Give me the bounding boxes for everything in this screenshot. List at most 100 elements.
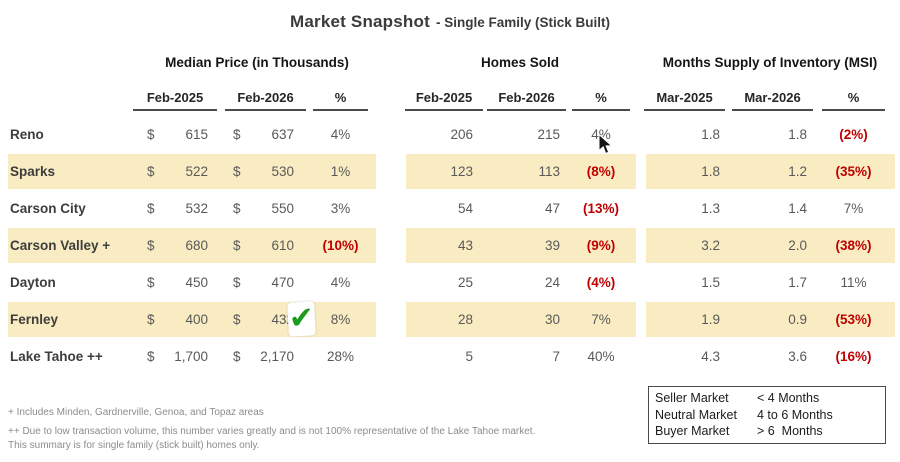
table-row: Dayton $ 450 $ 470 4% 25 24 (4%) 1.5 1.7… [0,264,900,301]
row-highlight-band [406,228,636,263]
median-price-feb2026: 637 [271,127,294,142]
footnote-lake-tahoe: ++ Due to low transaction volume, this n… [8,426,536,437]
row-highlight-band [8,154,376,189]
homes-sold-feb2025: 5 [465,349,473,364]
median-price-feb2026: 530 [271,164,294,179]
median-price-feb2025: 400 [185,312,208,327]
msi-change: (2%) [839,127,868,142]
msi-change: (16%) [835,349,872,364]
median-price-feb2026: 610 [271,238,294,253]
homes-sold-feb2026: 39 [544,238,560,253]
homes-sold-change: 40% [587,349,615,364]
table-row: Fernley $ 400 $ 432 ✔ 8% 28 30 7% 1.9 0.… [0,301,900,338]
currency-symbol: $ [233,349,241,364]
homes-sold-change: (8%) [586,164,616,179]
msi-mar2025: 1.3 [701,201,720,216]
median-price-feb2025: 532 [185,201,208,216]
currency-symbol: $ [147,349,155,364]
median-price-change: 3% [330,201,351,216]
homes-sold-feb2026: 113 [538,164,560,179]
median-price-change: 4% [330,275,351,290]
homes-sold-change: (4%) [586,275,616,290]
msi-mar2025: 3.2 [701,238,720,253]
row-label: Fernley [10,312,59,327]
msi-mar2026: 1.2 [788,164,807,179]
currency-symbol: $ [233,164,241,179]
median-price-feb2025: 522 [185,164,208,179]
footnote-summary: This summary is for single family (stick… [8,440,260,451]
median-price-feb2026: 550 [271,201,294,216]
msi-mar2025: 1.9 [701,312,720,327]
msi-change: (35%) [835,164,872,179]
column-header: Mar-2026 [732,88,813,111]
median-price-change: 28% [326,349,355,364]
green-checkmark-icon: ✔ [287,301,316,337]
column-header: % [313,88,368,111]
row-highlight-band [646,228,895,263]
homes-sold-feb2026: 7 [552,349,560,364]
homes-sold-change: (13%) [582,201,619,216]
column-header: Feb-2025 [133,88,217,111]
median-price-feb2026: 470 [271,275,294,290]
median-price-change: 8% [330,312,351,327]
title-main: Market Snapshot [289,12,430,31]
msi-mar2026: 1.7 [788,275,807,290]
row-highlight-band [8,228,376,263]
row-label: Dayton [10,275,56,290]
msi-mar2025: 1.8 [701,127,720,142]
msi-mar2026: 1.8 [788,127,807,142]
column-header: Feb-2025 [405,88,483,111]
row-label: Reno [10,127,44,142]
column-header: Mar-2025 [644,88,725,111]
homes-sold-feb2025: 54 [457,201,473,216]
currency-symbol: $ [147,164,155,179]
homes-sold-feb2026: 30 [544,312,560,327]
median-price-change: 1% [330,164,351,179]
msi-change: 11% [840,275,867,290]
row-highlight-band [646,302,895,337]
table-row: Sparks $ 522 $ 530 1% 123 113 (8%) 1.8 1… [0,153,900,190]
row-label: Sparks [10,164,56,179]
currency-symbol: $ [147,238,155,253]
msi-change: (38%) [835,238,872,253]
row-highlight-band [406,154,636,189]
homes-sold-change: 4% [591,127,611,142]
group-header-median-price: Median Price (in Thousands) [165,55,349,70]
legend-value: < 4 Months [757,391,820,405]
currency-symbol: $ [233,201,241,216]
legend-row-seller: Seller Market < 4 Months [655,390,879,407]
homes-sold-feb2025: 25 [457,275,473,290]
page-title: Market Snapshot - Single Family (Stick Bu… [0,12,900,32]
homes-sold-feb2025: 43 [457,238,473,253]
msi-legend-box: Seller Market < 4 Months Neutral Market … [648,386,886,444]
msi-mar2025: 4.3 [701,349,720,364]
row-label: Carson City [10,201,86,216]
legend-label: Buyer Market [655,424,730,438]
currency-symbol: $ [233,275,241,290]
table-row: Carson City $ 532 $ 550 3% 54 47 (13%) 1… [0,190,900,227]
msi-mar2026: 3.6 [788,349,807,364]
median-price-feb2026: 2,170 [260,349,294,364]
table-row: Reno $ 615 $ 637 4% 206 215 4% 1.8 1.8 (… [0,116,900,153]
median-price-feb2025: 680 [185,238,208,253]
legend-value: > 6 Months [757,424,823,438]
mouse-cursor-icon [598,133,614,161]
column-header: % [822,88,885,111]
currency-symbol: $ [147,275,155,290]
homes-sold-feb2025: 206 [450,127,473,142]
homes-sold-feb2026: 215 [537,127,560,142]
median-price-feb2025: 1,700 [174,349,208,364]
msi-mar2025: 1.5 [701,275,720,290]
column-header: Feb-2026 [225,88,306,111]
homes-sold-feb2026: 24 [544,275,560,290]
msi-mar2026: 1.4 [788,201,807,216]
currency-symbol: $ [147,312,155,327]
legend-value: 4 to 6 Months [757,407,833,422]
homes-sold-feb2025: 123 [450,164,473,179]
legend-row-neutral: Neutral Market 4 to 6 Months [655,407,879,424]
row-label: Lake Tahoe ++ [10,349,103,364]
median-price-feb2025: 450 [185,275,208,290]
homes-sold-change: (9%) [586,238,616,253]
median-price-feb2025: 615 [185,127,208,142]
